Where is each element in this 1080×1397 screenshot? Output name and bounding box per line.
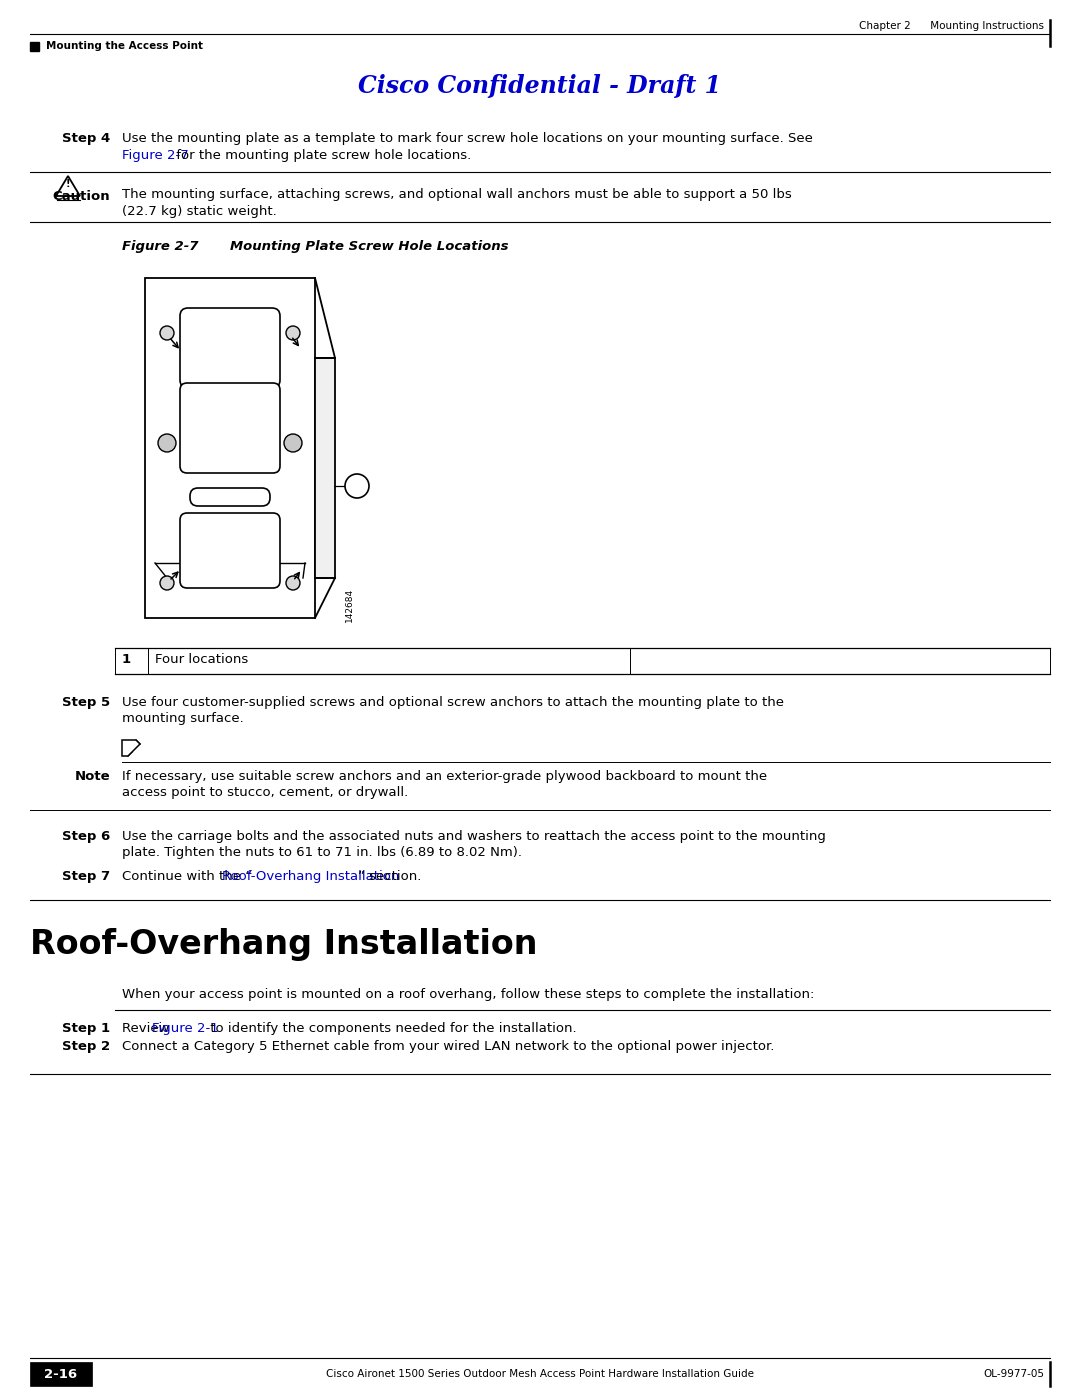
Circle shape — [286, 326, 300, 339]
Text: Note: Note — [75, 770, 110, 782]
Text: The mounting surface, attaching screws, and optional wall anchors must be able t: The mounting surface, attaching screws, … — [122, 189, 792, 201]
Text: Connect a Category 5 Ethernet cable from your wired LAN network to the optional : Connect a Category 5 Ethernet cable from… — [122, 1039, 774, 1053]
Text: ” section.: ” section. — [357, 870, 421, 883]
Text: Continue with the “: Continue with the “ — [122, 870, 252, 883]
Text: 142684: 142684 — [345, 588, 354, 622]
FancyBboxPatch shape — [190, 488, 270, 506]
Text: Roof-Overhang Installation: Roof-Overhang Installation — [222, 870, 400, 883]
FancyBboxPatch shape — [180, 307, 280, 388]
Text: Mounting the Access Point: Mounting the Access Point — [46, 41, 203, 52]
Text: Caution: Caution — [52, 190, 110, 203]
Text: Chapter 2      Mounting Instructions: Chapter 2 Mounting Instructions — [859, 21, 1044, 31]
Text: Four locations: Four locations — [156, 652, 248, 666]
Circle shape — [160, 326, 174, 339]
Circle shape — [158, 434, 176, 453]
Text: Figure 2-7: Figure 2-7 — [122, 149, 189, 162]
Text: 2-16: 2-16 — [44, 1368, 78, 1380]
Circle shape — [160, 576, 174, 590]
Text: Cisco Confidential - Draft 1: Cisco Confidential - Draft 1 — [359, 74, 721, 98]
Text: Step 7: Step 7 — [62, 870, 110, 883]
Text: OL-9977-05: OL-9977-05 — [983, 1369, 1044, 1379]
Circle shape — [286, 576, 300, 590]
Bar — [30, 42, 39, 52]
FancyBboxPatch shape — [180, 513, 280, 588]
Text: Roof-Overhang Installation: Roof-Overhang Installation — [30, 928, 538, 961]
Text: plate. Tighten the nuts to 61 to 71 in. lbs (6.89 to 8.02 Nm).: plate. Tighten the nuts to 61 to 71 in. … — [122, 847, 522, 859]
Text: access point to stucco, cement, or drywall.: access point to stucco, cement, or drywa… — [122, 787, 408, 799]
Text: Use the carriage bolts and the associated nuts and washers to reattach the acces: Use the carriage bolts and the associate… — [122, 830, 826, 842]
Text: When your access point is mounted on a roof overhang, follow these steps to comp: When your access point is mounted on a r… — [122, 988, 814, 1002]
Text: Use four customer-supplied screws and optional screw anchors to attach the mount: Use four customer-supplied screws and op… — [122, 696, 784, 710]
Bar — [315, 358, 335, 578]
Text: 1: 1 — [122, 652, 131, 666]
Circle shape — [345, 474, 369, 497]
Text: Step 2: Step 2 — [62, 1039, 110, 1053]
Text: !: ! — [66, 179, 70, 189]
Circle shape — [284, 434, 302, 453]
FancyBboxPatch shape — [180, 383, 280, 474]
Text: for the mounting plate screw hole locations.: for the mounting plate screw hole locati… — [172, 149, 471, 162]
Text: Step 1: Step 1 — [62, 1023, 110, 1035]
Text: Figure 2-7: Figure 2-7 — [122, 240, 199, 253]
Text: Mounting Plate Screw Hole Locations: Mounting Plate Screw Hole Locations — [230, 240, 509, 253]
Polygon shape — [122, 740, 140, 756]
Text: Cisco Aironet 1500 Series Outdoor Mesh Access Point Hardware Installation Guide: Cisco Aironet 1500 Series Outdoor Mesh A… — [326, 1369, 754, 1379]
Text: mounting surface.: mounting surface. — [122, 712, 244, 725]
Text: Figure 2-1: Figure 2-1 — [152, 1023, 219, 1035]
Text: Step 4: Step 4 — [62, 131, 110, 145]
Text: 1: 1 — [353, 475, 361, 489]
Bar — [30, 1362, 92, 1386]
Text: If necessary, use suitable screw anchors and an exterior-grade plywood backboard: If necessary, use suitable screw anchors… — [122, 770, 767, 782]
Text: Review: Review — [122, 1023, 174, 1035]
Text: (22.7 kg) static weight.: (22.7 kg) static weight. — [122, 205, 276, 218]
Bar — [145, 278, 315, 617]
Text: Step 5: Step 5 — [62, 696, 110, 710]
Text: Step 6: Step 6 — [62, 830, 110, 842]
Text: Use the mounting plate as a template to mark four screw hole locations on your m: Use the mounting plate as a template to … — [122, 131, 813, 145]
Text: to identify the components needed for the installation.: to identify the components needed for th… — [206, 1023, 577, 1035]
